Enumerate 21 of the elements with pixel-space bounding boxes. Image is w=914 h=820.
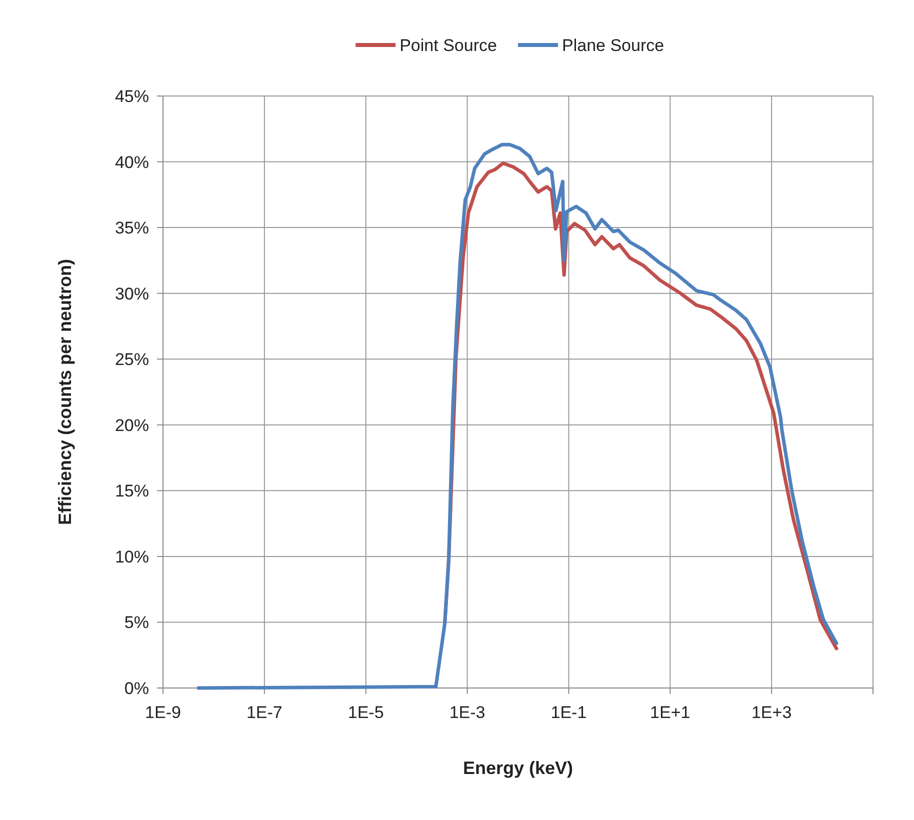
x-tick-label: 1E-5: [348, 703, 384, 722]
y-axis-title: Efficiency (counts per neutron): [55, 258, 75, 526]
y-tick-label: 30%: [114, 284, 149, 304]
legend-label: Point Source: [400, 36, 497, 55]
x-tick-label: 1E+1: [650, 703, 690, 722]
y-tick-label: 35%: [114, 218, 149, 238]
y-tick-label: 40%: [114, 152, 149, 172]
y-tick-label: 20%: [114, 416, 149, 435]
y-tick-label: 5%: [124, 613, 149, 632]
x-tick-label: 1E-9: [145, 703, 181, 722]
x-tick-label: 1E-1: [550, 703, 587, 722]
y-tick-label: 25%: [114, 350, 149, 370]
x-axis-title: Energy (keV): [462, 758, 574, 778]
y-tick-label: 15%: [114, 482, 149, 501]
y-tick-label: 45%: [114, 87, 149, 106]
y-tick-label: 0%: [124, 679, 149, 698]
x-tick-label: 1E-3: [449, 703, 486, 722]
x-tick-label: 1E+3: [751, 703, 792, 722]
legend-label: Plane Source: [562, 36, 664, 55]
x-tick-label: 1E-7: [246, 703, 282, 722]
y-tick-label: 10%: [114, 547, 149, 566]
